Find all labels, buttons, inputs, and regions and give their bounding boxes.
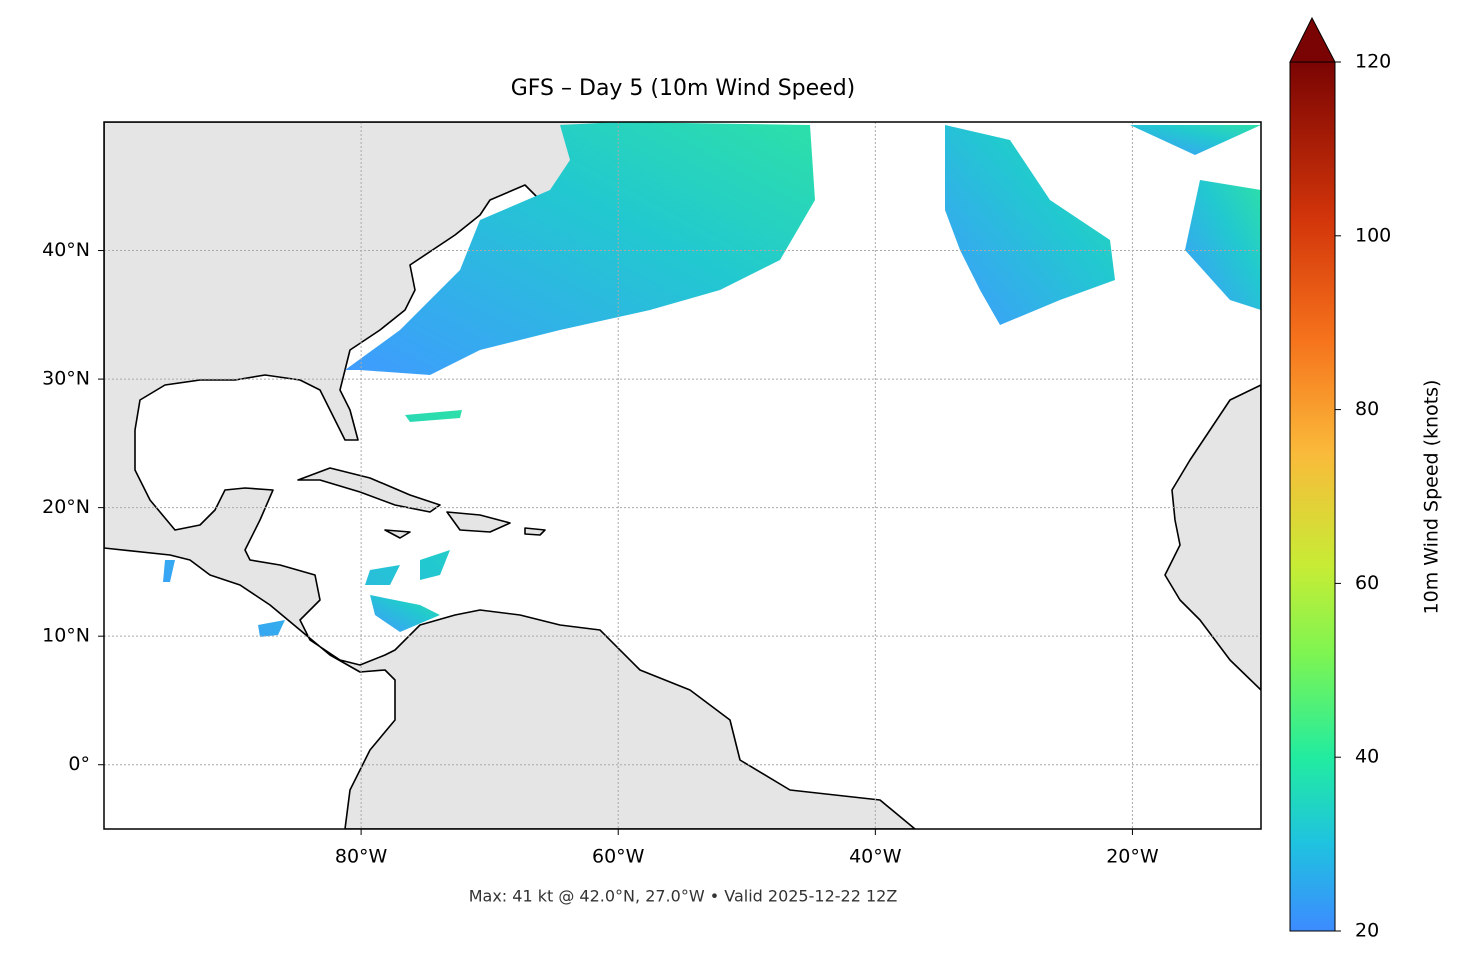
footnote: Max: 41 kt @ 42.0°N, 27.0°W • Valid 2025… — [469, 887, 898, 906]
colorbar-extend — [1289, 16, 1336, 63]
wind-swath — [1185, 180, 1261, 310]
colorbar-tick-label: 120 — [1355, 51, 1391, 73]
x-tick-label: 80°W — [335, 846, 388, 868]
wind-swath — [163, 410, 462, 637]
y-tick-label: 0° — [68, 753, 90, 775]
north-central-south-america — [104, 122, 916, 829]
wind-swath — [1130, 125, 1261, 155]
hispaniola — [446, 511, 511, 533]
africa — [1164, 384, 1261, 691]
y-tick-label: 40°N — [42, 239, 90, 261]
map-area — [104, 122, 1261, 829]
x-tick-label: 60°W — [592, 846, 645, 868]
x-tick-label: 40°W — [849, 846, 902, 868]
colorbar-tick-label: 100 — [1355, 224, 1391, 246]
jamaica — [384, 529, 411, 539]
colorbar-frame — [1289, 61, 1336, 932]
colorbar-label: 10m Wind Speed (knots) — [1421, 380, 1443, 615]
y-tick-label: 20°N — [42, 496, 90, 518]
colorbar-tick-label: 60 — [1355, 572, 1379, 594]
colorbar-tick-label: 80 — [1355, 398, 1379, 420]
wind-swath — [345, 122, 815, 375]
colorbar — [1290, 62, 1335, 931]
wind-swath — [370, 595, 440, 632]
x-tick-label: 20°W — [1106, 846, 1159, 868]
puerto-rico — [524, 527, 546, 536]
cuba — [297, 467, 441, 513]
colorbar-tick-label: 20 — [1355, 920, 1379, 942]
y-tick-label: 30°N — [42, 368, 90, 390]
chart-title: GFS – Day 5 (10m Wind Speed) — [511, 76, 856, 101]
y-tick-label: 10°N — [42, 625, 90, 647]
map-frame — [103, 121, 1262, 830]
colorbar-tick-label: 40 — [1355, 746, 1379, 768]
wind-swath — [945, 125, 1115, 325]
